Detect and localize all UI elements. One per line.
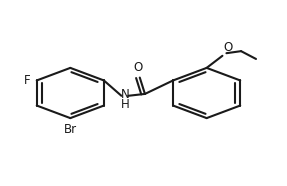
Text: H: H [121, 98, 129, 111]
Text: N: N [121, 88, 129, 101]
Text: Br: Br [64, 123, 77, 136]
Text: O: O [224, 41, 233, 54]
Text: O: O [134, 61, 143, 74]
Text: F: F [24, 74, 30, 87]
